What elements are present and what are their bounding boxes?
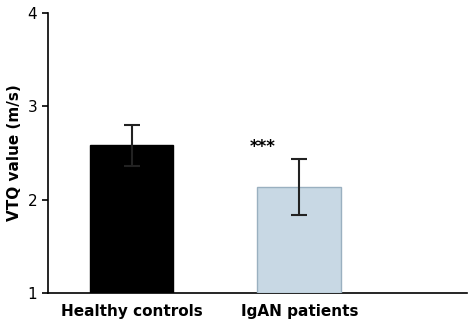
Y-axis label: VTQ value (m/s): VTQ value (m/s) — [7, 84, 22, 221]
Text: ***: *** — [249, 138, 275, 156]
Bar — [90, 145, 173, 293]
Bar — [257, 187, 341, 293]
